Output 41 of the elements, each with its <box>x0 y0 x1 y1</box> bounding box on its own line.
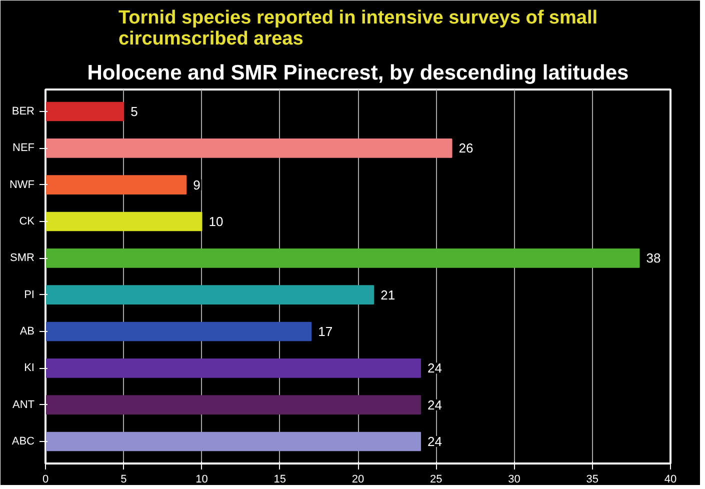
bar <box>46 285 374 304</box>
bar <box>46 138 452 158</box>
bar <box>46 358 421 378</box>
data-label: 24 <box>428 434 442 449</box>
bar <box>46 175 187 194</box>
y-tick-label: SMR <box>10 252 35 264</box>
y-tick-label: BER <box>12 106 35 118</box>
y-tick-label: PI <box>24 288 35 301</box>
x-tick-label: 30 <box>508 474 520 486</box>
x-tick-label: 0 <box>42 474 49 486</box>
x-tick-label: 25 <box>430 474 442 486</box>
x-tick-label: 40 <box>664 474 677 486</box>
chart-subtitle: Holocene and SMR Pinecrest, by descending latitudes <box>87 62 629 84</box>
bar <box>46 102 124 122</box>
y-tick-label: ANT <box>12 398 35 411</box>
y-tick-label: NEF <box>12 142 35 154</box>
y-tick-label: NWF <box>9 178 35 191</box>
data-label: 21 <box>380 287 396 302</box>
data-label: 24 <box>428 360 442 376</box>
chart-title: Tornid species reported in intensive surveys of small circumscribed areas <box>118 8 598 50</box>
x-tick-label: 35 <box>586 474 599 486</box>
data-label: 24 <box>428 397 442 412</box>
data-label: 38 <box>646 250 661 266</box>
x-tick-label: 20 <box>352 474 364 486</box>
bar <box>46 432 421 452</box>
x-tick-label: 5 <box>120 474 127 486</box>
bar <box>46 248 640 268</box>
data-label: 10 <box>208 214 224 229</box>
y-tick-label: KI <box>24 362 35 374</box>
data-label: 17 <box>318 324 333 339</box>
y-tick-label: ABC <box>12 436 35 448</box>
data-label: 9 <box>193 177 200 192</box>
bar <box>46 395 421 414</box>
data-label: 26 <box>458 140 474 156</box>
y-tick-label: AB <box>20 326 35 338</box>
bar <box>46 212 202 232</box>
y-tick-label: CK <box>19 216 36 228</box>
x-tick-label: 10 <box>196 474 208 486</box>
x-tick-label: 15 <box>274 474 286 486</box>
data-label: 5 <box>130 104 138 119</box>
bar <box>46 322 312 342</box>
